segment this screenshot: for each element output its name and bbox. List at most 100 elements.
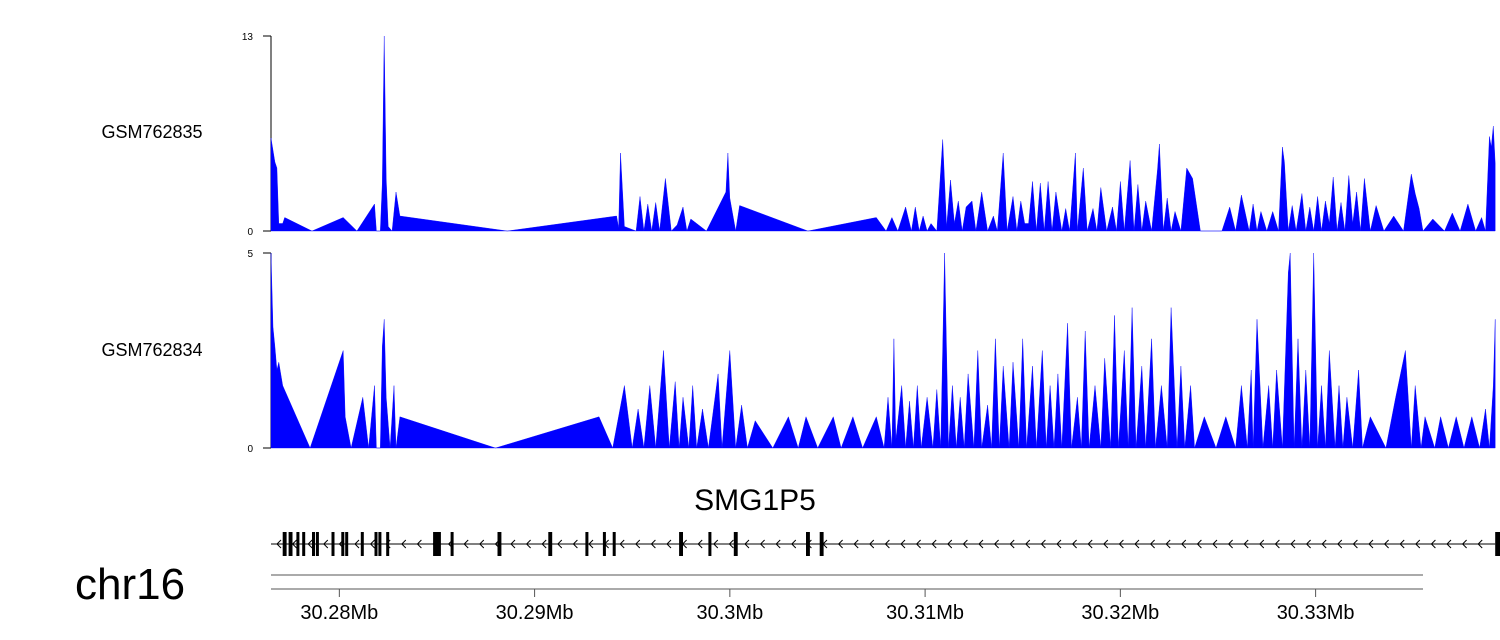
strand-arrow [1212,539,1218,549]
strand-arrow [697,539,703,549]
strand-arrow [1243,539,1249,549]
exon [819,532,824,556]
exon [548,532,553,556]
strand-arrow [884,539,890,549]
strand-arrow [1009,539,1015,549]
exon [602,532,606,556]
strand-arrow [307,539,313,549]
strand-arrow [369,539,375,549]
exon [386,532,390,556]
strand-arrow [525,539,531,549]
strand-arrow [666,539,672,549]
strand-arrow [931,539,937,549]
track-label: GSM762835 [101,122,202,142]
exon [341,532,345,556]
exon [612,532,616,556]
strand-arrow [541,539,547,549]
exon [497,532,502,556]
strand-arrow [650,539,656,549]
strand-arrow [744,539,750,549]
strand-arrow [962,539,968,549]
strand-arrow [416,539,422,549]
strand-arrow [759,539,765,549]
x-tick-label: 30.33Mb [1277,602,1355,624]
exon [374,532,378,556]
y-tick-label-min: 0 [247,444,253,455]
track-gsm762834: GSM762834 5 0 [101,249,1496,455]
exon [708,532,712,556]
strand-arrow [588,539,594,549]
gene-track: SMG1P5 [271,484,1500,556]
strand-arrow [1430,539,1436,549]
exon [733,532,738,556]
strand-arrow [1321,539,1327,549]
exon [433,532,441,556]
strand-arrow [1087,539,1093,549]
strand-arrow [978,539,984,549]
strand-arrow [1337,539,1343,549]
strand-arrow [1040,539,1046,549]
exon [282,532,287,556]
exon [302,532,306,556]
exon [450,532,454,556]
exon [1495,532,1500,556]
strand-arrow [1118,539,1124,549]
exon [315,532,319,556]
exon [345,532,349,556]
track-label: GSM762834 [101,340,202,360]
strand-arrow [1368,539,1374,549]
strand-arrow [837,539,843,549]
strand-arrow [791,539,797,549]
strand-arrow [479,539,485,549]
strand-arrow [1399,539,1405,549]
strand-arrow [1383,539,1389,549]
track-gsm762835: GSM762835 13 0 [101,32,1496,238]
strand-arrow [853,539,859,549]
chromosome-label: chr16 [75,560,185,609]
strand-arrow [1477,539,1483,549]
strand-arrow [635,539,641,549]
exon [296,532,300,556]
strand-arrow [900,539,906,549]
x-tick-label: 30.3Mb [696,602,763,624]
strand-arrow [1165,539,1171,549]
gene-exons [282,532,1500,556]
x-ticks: 30.28Mb 30.29Mb 30.3Mb 30.31Mb 30.32Mb 30.33M… [300,589,1355,624]
exon [806,532,810,556]
strand-arrow [323,539,329,549]
strand-arrow [1149,539,1155,549]
strand-arrow [401,539,407,549]
exon [378,532,382,556]
exon [585,532,589,556]
genome-axis: chr16 30.28Mb 30.29Mb 30.3Mb 30.31Mb 30.32Mb… [75,560,1423,624]
strand-arrow [1181,539,1187,549]
strand-arrow [354,539,360,549]
strand-arrow [1259,539,1265,549]
strand-arrow [1446,539,1452,549]
strand-arrow [1352,539,1358,549]
strand-arrow [1415,539,1421,549]
x-tick-label: 30.31Mb [886,602,964,624]
strand-arrow [728,539,734,549]
strand-arrow [463,539,469,549]
coverage-area [270,35,1496,232]
strand-arrow [1025,539,1031,549]
strand-arrow [619,539,625,549]
strand-arrow [572,539,578,549]
x-tick-label: 30.28Mb [300,602,378,624]
y-tick-label-max: 13 [242,32,254,43]
exon [312,532,315,556]
strand-arrow [1196,539,1202,549]
gene-name: SMG1P5 [694,484,816,517]
strand-arrow [1274,539,1280,549]
exon [331,532,335,556]
strand-arrow [1290,539,1296,549]
y-tick-label-max: 5 [247,249,253,260]
strand-arrow [557,539,563,549]
exon [288,532,293,556]
strand-arrow [1103,539,1109,549]
exon [360,532,364,556]
strand-arrow [276,539,282,549]
strand-arrow [1461,539,1467,549]
